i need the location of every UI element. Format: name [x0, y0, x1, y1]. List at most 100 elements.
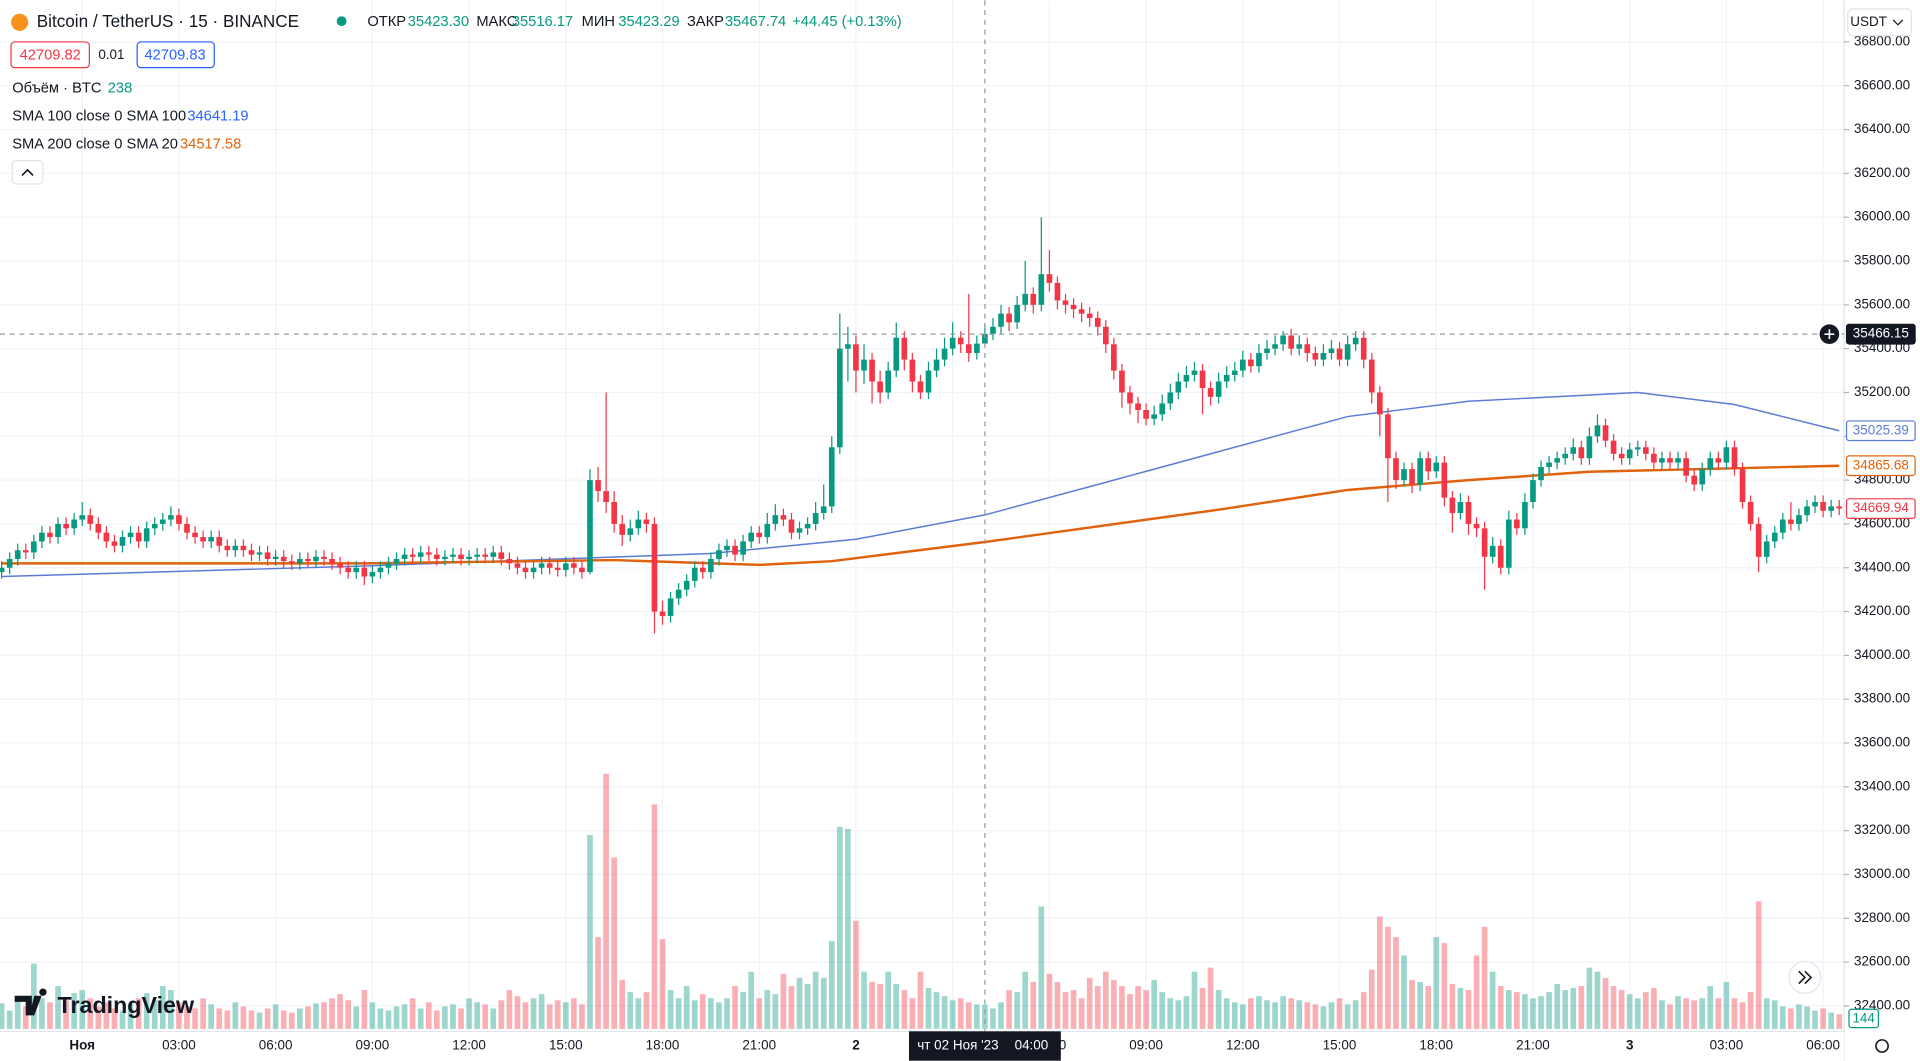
indicator-value: 34517.58: [180, 137, 241, 153]
candle-body: [1401, 469, 1407, 481]
candle-body: [1739, 469, 1746, 503]
volume-bar: [1505, 990, 1512, 1029]
volume-bar: [1530, 998, 1536, 1029]
candle-body: [256, 552, 263, 555]
candle-body: [168, 515, 174, 520]
candle-body: [925, 370, 932, 393]
candle-body: [643, 519, 650, 524]
volume-bar: [1344, 1004, 1351, 1029]
volume-bar: [1522, 994, 1528, 1029]
volume-bar: [1634, 998, 1641, 1029]
volume-bar: [361, 990, 368, 1029]
candle-body: [14, 550, 21, 559]
candle-body: [361, 567, 368, 577]
candle-body: [1288, 335, 1295, 349]
volume-bar: [506, 990, 513, 1029]
candle-body: [1457, 502, 1464, 513]
y-tick-label: 35600.00: [1854, 296, 1910, 311]
candle-body: [79, 515, 86, 520]
candle-body: [329, 558, 335, 564]
candle-body: [434, 554, 440, 559]
candle-body: [514, 563, 521, 568]
volume-bar: [1070, 990, 1077, 1029]
sell-button[interactable]: [10, 41, 90, 69]
candle-body: [579, 567, 585, 573]
status-dot: [336, 16, 347, 27]
candle-body: [1417, 458, 1423, 485]
volume-bar: [127, 1004, 134, 1029]
volume-bar: [732, 986, 738, 1029]
volume-bar: [288, 1012, 295, 1029]
volume-bar: [514, 996, 521, 1029]
x-tick-label: 06:00: [1806, 1038, 1840, 1053]
volume-bar: [1626, 994, 1633, 1029]
volume-bar: [1707, 986, 1714, 1029]
symbol[interactable]: Bitcoin / TetherUS · 15 · BINANCE: [37, 11, 299, 31]
candle-body: [619, 523, 626, 535]
volume-bar: [1030, 981, 1037, 1029]
candle-body: [1578, 447, 1585, 459]
indicator-name[interactable]: Объём · BTC: [12, 80, 102, 96]
currency-button[interactable]: [1847, 8, 1913, 37]
candle-body: [1836, 506, 1843, 509]
volume-bar: [1191, 971, 1198, 1029]
volume-bar: [780, 973, 787, 1029]
candle-body: [1771, 532, 1778, 542]
candle-body: [1296, 344, 1303, 349]
volume-bar: [659, 939, 666, 1029]
volume-bar: [1497, 986, 1504, 1029]
x-tick-label: 21:00: [1516, 1038, 1550, 1053]
volume-bar: [1441, 943, 1448, 1029]
volume-bar: [1570, 988, 1577, 1029]
candle-body: [748, 532, 754, 542]
buy-button[interactable]: [136, 41, 215, 69]
volume-bar: [1554, 983, 1560, 1029]
candle-body: [1207, 388, 1214, 397]
volume-bar: [595, 937, 601, 1029]
volume-bar: [740, 992, 746, 1029]
candle-body: [837, 348, 843, 448]
candle-body: [1368, 359, 1375, 393]
y-tick-label: 32600.00: [1854, 954, 1910, 969]
logo[interactable]: TradingView: [58, 992, 195, 1018]
volume-bar: [974, 1004, 980, 1029]
volume-bar: [200, 998, 206, 1029]
candle-body: [1530, 480, 1536, 503]
candle-body: [417, 552, 424, 557]
y-tick-label: 34200.00: [1854, 603, 1910, 618]
volume-bar: [998, 1002, 1004, 1029]
candle-body: [425, 552, 432, 555]
volume-bar: [353, 1006, 360, 1029]
volume-bar: [635, 998, 642, 1029]
candle-body: [208, 537, 214, 542]
y-tick-label: 36000.00: [1854, 209, 1910, 224]
candle-body: [1634, 447, 1641, 450]
volume-bar: [1594, 971, 1601, 1029]
candle-body: [490, 552, 497, 557]
volume-bar: [1409, 979, 1415, 1029]
volume-bar: [1385, 926, 1391, 1029]
candle-body: [699, 567, 706, 573]
candle-body: [184, 523, 190, 533]
candle-body: [1522, 502, 1528, 529]
candle-body: [1215, 381, 1222, 397]
volume-bar: [1360, 992, 1367, 1029]
volume-bar: [1642, 992, 1649, 1029]
indicator-name[interactable]: SMA 200 close 0 SMA 20: [12, 137, 178, 153]
candle-body: [796, 528, 803, 533]
candle-body: [780, 515, 787, 520]
volume-bar: [1062, 992, 1069, 1029]
volume-bar: [1320, 1006, 1327, 1029]
candle-body: [1626, 449, 1633, 459]
candle-body: [216, 537, 223, 546]
volume-bar: [1336, 998, 1343, 1029]
indicator-name[interactable]: SMA 100 close 0 SMA 100: [12, 108, 186, 124]
volume-bar: [1054, 981, 1061, 1029]
candle-body: [1505, 519, 1512, 568]
volume-bar: [861, 971, 867, 1029]
candle-body: [1409, 469, 1415, 485]
volume-bar: [538, 994, 545, 1029]
collapse-button[interactable]: [11, 160, 44, 185]
candle-body: [353, 567, 360, 573]
settings-icon[interactable]: [1875, 1039, 1889, 1053]
